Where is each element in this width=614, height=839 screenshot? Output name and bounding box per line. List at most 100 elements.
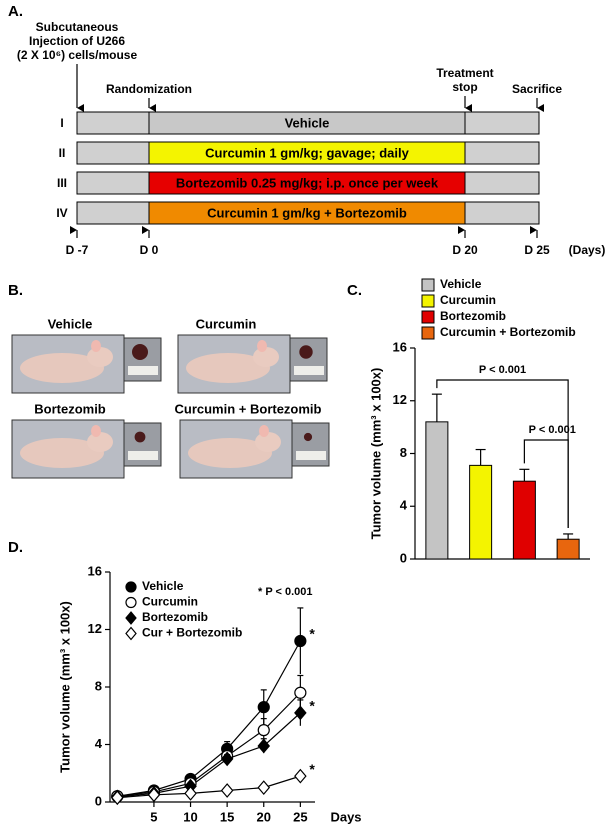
x-tick-label: 10 (183, 809, 197, 824)
group-numeral: II (59, 146, 66, 160)
group-label: Vehicle (285, 115, 330, 130)
marker (257, 724, 270, 737)
day-unit: (Days) (569, 243, 606, 257)
legend-marker (125, 581, 137, 593)
ruler (128, 366, 158, 375)
treatment-stop-text: stop (452, 80, 477, 94)
marker (257, 701, 270, 714)
y-tick-label: 4 (400, 498, 408, 513)
marker (294, 686, 307, 699)
y-axis-label: Tumor volume (mm³ x 100x) (368, 368, 383, 540)
treatment-bar (148, 171, 466, 195)
bar (512, 480, 536, 560)
group-numeral: III (57, 176, 67, 190)
y-tick-label: 12 (88, 621, 102, 636)
mouse-ear (257, 340, 267, 352)
y-tick-label: 0 (95, 793, 102, 808)
marker (294, 705, 307, 721)
group-numeral: IV (56, 206, 67, 220)
mouse-head (87, 347, 113, 367)
y-tick-label: 12 (393, 392, 407, 407)
marker (220, 751, 234, 767)
group-numeral: I (60, 116, 63, 130)
ruler (296, 451, 326, 460)
injection-text: Subcutaneous (36, 20, 119, 34)
line (117, 712, 301, 798)
marker (257, 738, 271, 754)
treatment-bar (148, 111, 466, 135)
treatment-stop-text: Treatment (436, 66, 493, 80)
x-tick-label: 20 (257, 809, 271, 824)
legend-swatch (421, 294, 435, 308)
legend-label: Curcumin (440, 293, 496, 307)
mouse-body (186, 353, 270, 383)
group-label: Bortezomib (34, 401, 106, 416)
group-label: Curcumin + Bortezomib (175, 401, 322, 416)
sacrifice-text: Sacrifice (512, 82, 562, 96)
point-label: * (309, 698, 315, 714)
bracket (523, 439, 569, 528)
bar (556, 538, 580, 560)
marker (147, 787, 161, 803)
marker (220, 783, 234, 798)
legend-marker (125, 611, 137, 625)
tumor (303, 432, 313, 442)
mouse-head (253, 347, 279, 367)
legend-marker (125, 596, 137, 609)
x-tick-label: 15 (220, 809, 234, 824)
bar (425, 421, 449, 560)
annotation: P < 0.001 (479, 364, 526, 376)
marker (184, 785, 197, 801)
marker (294, 634, 307, 648)
group-label: Bortezomib 0.25 mg/kg; i.p. once per wee… (176, 175, 439, 190)
legend-label: Cur + Bortezomib (142, 626, 242, 640)
tumor (132, 344, 148, 360)
tumor (134, 431, 146, 443)
injection-text: (2 X 10⁶) cells/mouse (17, 48, 138, 62)
day-label: D -7 (66, 243, 89, 257)
mouse-ear (91, 340, 101, 352)
treatment-bar (148, 141, 466, 165)
panel-label: C. (347, 282, 362, 299)
point-label: * (309, 626, 315, 642)
mouse-head (87, 432, 113, 452)
ruler (128, 451, 158, 460)
bar (469, 464, 493, 560)
mouse-head (255, 432, 281, 452)
y-tick-label: 8 (95, 678, 102, 693)
x-axis-label: Days (330, 809, 361, 824)
group-label: Curcumin (196, 316, 257, 331)
annotation: P < 0.001 (529, 424, 576, 436)
x-tick-label: 25 (293, 809, 307, 824)
line (117, 640, 301, 797)
mouse-body (20, 438, 104, 468)
line (117, 775, 301, 799)
group-label: Curcumin 1 gm/kg; gavage; daily (205, 145, 409, 160)
legend-swatch (421, 326, 435, 340)
injection-text: Injection of U266 (29, 34, 125, 48)
x-tick-label: 5 (150, 809, 157, 824)
marker (257, 780, 271, 796)
day-label: D 25 (524, 243, 550, 257)
y-tick-label: 0 (400, 550, 407, 565)
legend-marker (125, 626, 137, 641)
bracket (436, 379, 569, 528)
legend-swatch (421, 278, 435, 292)
mouse-ear (91, 425, 101, 437)
legend-label: Vehicle (440, 277, 482, 291)
randomization-text: Randomization (106, 82, 192, 96)
y-axis-label: Tumor volume (mm³ x 100x) (57, 601, 72, 773)
group-label: Vehicle (48, 316, 93, 331)
group-label: Curcumin 1 gm/kg + Bortezomib (207, 205, 407, 220)
y-tick-label: 8 (400, 445, 407, 460)
mouse-ear (259, 425, 269, 437)
legend-swatch (421, 310, 435, 324)
legend-label: Vehicle (142, 579, 184, 593)
tumor (299, 345, 313, 359)
ruler (294, 366, 324, 375)
day-label: D 20 (452, 243, 478, 257)
y-tick-label: 16 (88, 563, 102, 578)
point-label: * (309, 761, 315, 777)
legend-label: Curcumin + Bortezomib (440, 325, 576, 339)
